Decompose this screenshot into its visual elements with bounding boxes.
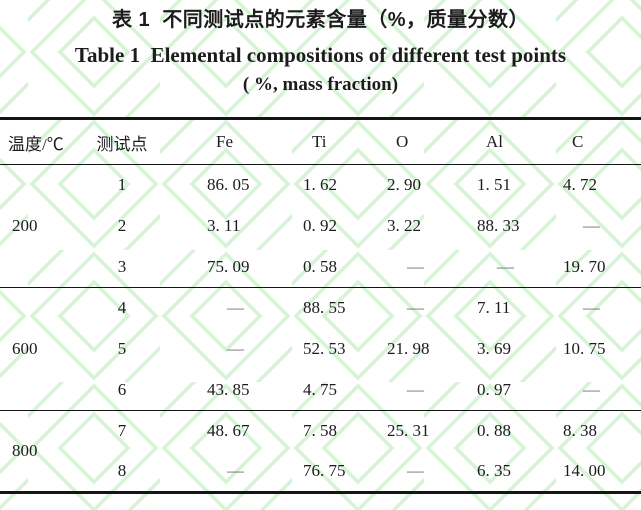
fe-value: — xyxy=(227,461,244,481)
table-caption-chinese: 表 1 不同测试点的元素含量（%，质量分数） xyxy=(111,9,530,31)
ti-value: 0. 92 xyxy=(303,216,337,235)
table-header-row: 温度/℃ 测试点 Fe Ti O Al C xyxy=(0,119,641,165)
table-row: 6 43. 85 4. 75 — 0. 97 — xyxy=(0,370,641,411)
table-row: 3 75. 09 0. 58 — — 19. 70 xyxy=(0,247,641,288)
fe-value: 86. 05 xyxy=(207,175,250,195)
elemental-composition-table: 温度/℃ 测试点 Fe Ti O Al C 200 1 86. 05 1. 62… xyxy=(0,117,641,494)
ti-value: 1. 62 xyxy=(303,175,337,195)
ti-value: 7. 58 xyxy=(303,421,337,441)
al-value: 0. 88 xyxy=(477,421,511,441)
test-point-cell: 2 xyxy=(117,216,127,235)
c-value: — xyxy=(583,216,600,235)
o-value: — xyxy=(407,461,424,481)
table-row: 2 3. 11 0. 92 3. 22 88. 33 — xyxy=(0,206,641,247)
c-value: 14. 00 xyxy=(563,461,606,481)
temperature-group-200: 200 1 86. 05 1. 62 2. 90 1. 51 4. 72 2 3… xyxy=(0,165,641,288)
fe-value: — xyxy=(227,298,244,318)
o-value: 2. 90 xyxy=(387,175,421,195)
test-point-cell: 3 xyxy=(117,256,127,276)
al-value: 1. 51 xyxy=(477,175,511,195)
c-value: 4. 72 xyxy=(563,175,597,195)
col-header-c: C xyxy=(572,132,584,151)
c-value: — xyxy=(583,298,600,318)
al-value: 6. 35 xyxy=(477,461,511,481)
table-row: 5 — 52. 53 21. 98 3. 69 10. 75 xyxy=(0,329,641,370)
o-value: — xyxy=(407,256,424,276)
col-header-ti: Ti xyxy=(312,132,327,151)
c-value: 10. 75 xyxy=(563,339,606,358)
al-value: 88. 33 xyxy=(477,216,520,235)
o-value: 21. 98 xyxy=(387,339,430,358)
test-point-cell: 7 xyxy=(117,421,127,441)
al-value: 3. 69 xyxy=(477,339,511,358)
ti-value: 76. 75 xyxy=(303,461,346,481)
temperature-group-600: 600 4 — 88. 55 — 7. 11 — 5 — 52. 53 21. … xyxy=(0,288,641,411)
test-point-cell: 4 xyxy=(117,298,127,318)
o-value: 3. 22 xyxy=(387,216,421,235)
test-point-cell: 1 xyxy=(117,175,127,195)
c-value: 8. 38 xyxy=(563,421,597,441)
col-header-fe: Fe xyxy=(216,132,233,151)
table-row: 8 — 76. 75 — 6. 35 14. 00 xyxy=(0,452,641,493)
temperature-cell: 800 xyxy=(12,441,38,460)
test-point-cell: 8 xyxy=(117,461,127,481)
table-row: 800 7 48. 67 7. 58 25. 31 0. 88 8. 38 xyxy=(0,411,641,460)
col-header-o: O xyxy=(396,132,409,151)
ti-value: 4. 75 xyxy=(303,379,337,399)
table-row: 200 1 86. 05 1. 62 2. 90 1. 51 4. 72 xyxy=(0,165,641,235)
col-header-test-point: 测试点 xyxy=(96,134,148,154)
fe-value: 75. 09 xyxy=(207,256,250,276)
col-header-temperature: 温度/℃ xyxy=(8,134,64,154)
o-value: — xyxy=(407,379,424,399)
c-value: — xyxy=(583,379,600,399)
al-value: — xyxy=(497,256,514,276)
al-value: 0. 97 xyxy=(477,379,511,399)
fe-value: 43. 85 xyxy=(207,379,250,399)
table-row: 600 4 — 88. 55 — 7. 11 — xyxy=(0,288,641,358)
fe-value: 3. 11 xyxy=(207,216,241,235)
o-value: 25. 31 xyxy=(387,421,430,441)
temperature-cell: 600 xyxy=(12,339,38,358)
test-point-cell: 5 xyxy=(117,339,127,358)
table-caption-english-subtitle: ( %, mass fraction) xyxy=(242,74,399,95)
c-value: 19. 70 xyxy=(563,256,606,276)
fe-value: 48. 67 xyxy=(207,421,250,441)
o-value: — xyxy=(407,298,424,318)
ti-value: 0. 58 xyxy=(303,256,337,276)
fe-value: — xyxy=(227,339,244,358)
al-value: 7. 11 xyxy=(477,298,511,318)
ti-value: 88. 55 xyxy=(303,298,346,318)
temperature-group-800: 800 7 48. 67 7. 58 25. 31 0. 88 8. 38 8 … xyxy=(0,411,641,493)
ti-value: 52. 53 xyxy=(303,339,346,358)
table-caption-english: Table 1 Elemental compositions of differ… xyxy=(74,43,567,67)
test-point-cell: 6 xyxy=(117,379,127,399)
col-header-al: Al xyxy=(486,132,503,151)
temperature-cell: 200 xyxy=(12,216,38,235)
